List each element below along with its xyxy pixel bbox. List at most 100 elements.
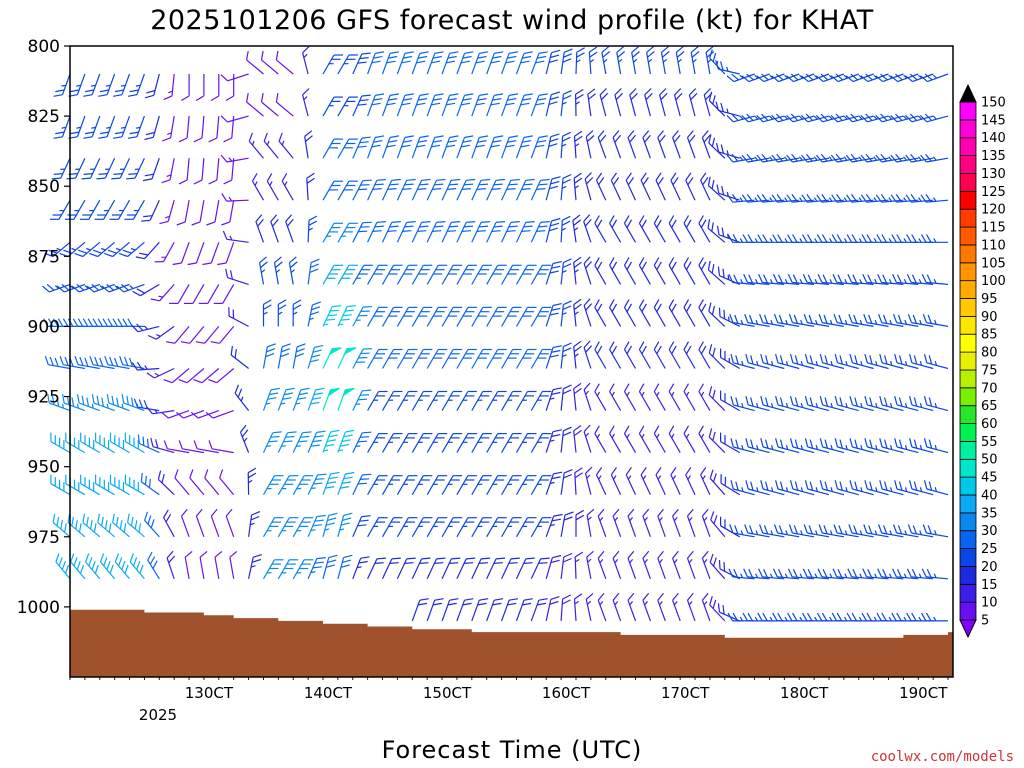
wind-barb	[411, 221, 431, 243]
wind-barb	[744, 313, 770, 327]
terrain-area	[70, 609, 978, 677]
wind-barb	[800, 113, 830, 123]
wind-barb	[573, 382, 582, 411]
wind-barbs	[42, 45, 949, 622]
wind-barb	[804, 353, 830, 370]
wind-barb	[760, 438, 785, 454]
wind-barb	[894, 353, 919, 370]
wind-barb	[877, 568, 904, 580]
wind-barb	[103, 241, 130, 258]
wind-barb	[367, 51, 385, 75]
wind-barb	[625, 467, 637, 495]
wind-barb	[708, 344, 726, 369]
wind-barb	[864, 438, 889, 454]
wind-barb	[730, 353, 755, 370]
wind-barb	[698, 215, 711, 243]
wind-barb	[246, 92, 264, 117]
wind-barb	[515, 51, 533, 75]
wind-barb	[530, 390, 552, 411]
wind-barb	[530, 517, 552, 538]
wind-barb	[322, 512, 338, 537]
wind-barb	[653, 341, 666, 369]
wind-barb	[367, 557, 386, 580]
wind-barb	[560, 90, 572, 117]
wind-barb	[720, 474, 741, 496]
wind-barb	[845, 113, 874, 123]
wind-barb	[686, 550, 696, 580]
wind-barb	[923, 480, 949, 496]
wind-barb	[623, 299, 637, 327]
wind-barb	[560, 594, 571, 621]
wind-barb	[860, 113, 889, 123]
wind-barb	[906, 568, 934, 580]
wind-barb	[772, 568, 800, 580]
wind-barb	[890, 113, 919, 123]
wind-barb	[685, 467, 696, 495]
wind-barb	[219, 469, 235, 496]
wind-barb	[456, 264, 477, 285]
wind-barb	[367, 221, 386, 243]
wind-barb	[698, 383, 711, 411]
wind-barb	[248, 511, 261, 537]
wind-barb	[609, 215, 622, 243]
wind-barb	[583, 298, 593, 327]
wind-barb	[802, 274, 830, 285]
wind-barb	[920, 73, 949, 83]
colorbar-label: 40	[981, 489, 998, 504]
wind-barb	[688, 88, 698, 117]
wind-barb	[668, 299, 681, 327]
wind-barb	[831, 194, 859, 203]
wind-barb	[193, 368, 220, 384]
wind-barb	[322, 138, 343, 159]
wind-barb	[53, 115, 71, 139]
wind-barb	[302, 88, 310, 117]
wind-barb	[788, 524, 815, 538]
wind-barb	[486, 348, 507, 369]
wind-barb	[659, 88, 668, 117]
colorbar-legend: 5 10 15 20 25 30 35 40 45 50 55 60 65 70 75 80 85 90 95 100…	[959, 83, 1006, 639]
wind-barb	[892, 313, 919, 327]
wind-barb	[892, 568, 919, 580]
wind-barb	[698, 299, 711, 327]
wind-barb	[515, 348, 537, 369]
wind-barb	[716, 184, 740, 201]
wind-barb	[426, 517, 448, 538]
wind-barb	[530, 93, 548, 117]
wind-barb	[486, 475, 507, 496]
wind-barb	[832, 274, 859, 285]
wind-barb	[515, 178, 535, 201]
wind-barb	[367, 390, 388, 411]
wind-barb	[381, 264, 403, 285]
wind-barb	[292, 299, 302, 327]
wind-barb	[501, 264, 522, 285]
wind-barb	[501, 517, 522, 538]
x-tick-label: 130CT	[185, 684, 234, 702]
wind-barb	[178, 116, 190, 143]
wind-barb	[411, 306, 433, 327]
wind-barb	[612, 508, 622, 538]
wind-barb	[81, 157, 101, 180]
wind-barb	[352, 221, 372, 243]
wind-barb	[920, 234, 948, 243]
colorbar-label: 15	[981, 578, 998, 593]
wind-barb	[709, 553, 726, 580]
colorbar-label: 30	[981, 524, 998, 539]
wind-barb	[426, 598, 444, 622]
wind-barb	[161, 116, 175, 142]
colorbar-swatch	[959, 583, 977, 603]
wind-barb	[367, 433, 388, 453]
wind-barb	[623, 257, 637, 285]
credit-text[interactable]: coolwx.com/models	[871, 749, 1014, 765]
wind-barb	[251, 173, 265, 201]
wind-barb	[262, 343, 276, 369]
wind-barb	[515, 135, 533, 159]
wind-barb	[157, 470, 175, 496]
wind-barb	[655, 172, 666, 201]
wind-barb	[560, 552, 573, 579]
wind-barb	[178, 158, 190, 185]
wind-barb	[862, 568, 889, 580]
wind-barb	[616, 46, 625, 75]
wind-barb	[94, 199, 116, 220]
wind-barb	[875, 113, 904, 123]
wind-barb	[307, 473, 327, 495]
